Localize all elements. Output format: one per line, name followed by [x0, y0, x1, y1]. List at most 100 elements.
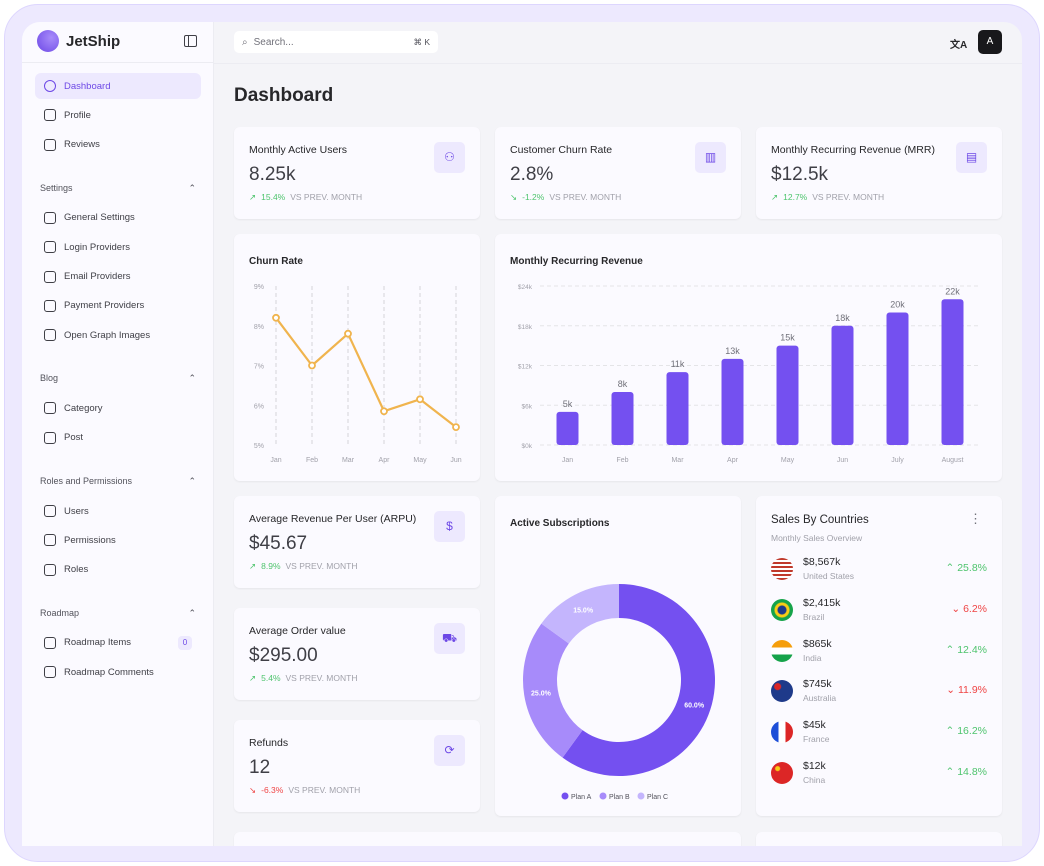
chevron-up-icon: ⌃: [945, 643, 955, 656]
legend-label: Plan C: [647, 794, 668, 801]
chevron-up-icon: ⌃: [188, 373, 196, 384]
stat-value: $45.67: [249, 533, 308, 554]
translate-icon[interactable]: 文A: [950, 40, 968, 51]
x-tick-label: July: [891, 457, 904, 464]
brand[interactable]: JetShip: [37, 30, 120, 52]
y-tick-label: $0k: [522, 443, 533, 450]
y-tick-label: $6k: [522, 403, 533, 410]
gear-icon: [44, 211, 56, 224]
bar[interactable]: [666, 372, 689, 445]
sidebar-item-users[interactable]: Users: [35, 498, 201, 524]
stat-value: $12.5k: [771, 164, 829, 185]
donut-slice[interactable]: [523, 623, 583, 758]
sidebar-item-label: Dashboard: [64, 80, 111, 92]
stat-value: 8.25k: [249, 164, 296, 185]
lock-icon: [44, 534, 56, 547]
country-pct: 16.2%: [957, 725, 987, 738]
y-tick-label: $18k: [518, 324, 533, 331]
bar-label: 18k: [835, 313, 850, 323]
bar[interactable]: [776, 345, 799, 445]
wallet-icon: [44, 299, 56, 312]
mrr-bar-chart: $0k $6k $12k $18k $24k 5k Jan 8k Feb 11k Mar 13k Apr…: [518, 284, 980, 464]
country-name: United States: [803, 571, 855, 581]
donut-slice[interactable]: [562, 584, 715, 776]
data-point[interactable]: [344, 329, 352, 338]
bar-label: 15k: [780, 333, 795, 343]
sidebar-item-post[interactable]: Post: [35, 425, 201, 451]
sidebar-item-reviews[interactable]: Reviews: [35, 132, 201, 158]
trend-up-icon: ↗: [249, 561, 257, 571]
sidebar-section-2[interactable]: Roles and Permissions ⌃: [40, 476, 196, 487]
country-row: $865k India ⌃ 12.4%: [771, 638, 987, 668]
country-amount: $745k: [803, 678, 832, 691]
bar-label: 8k: [618, 379, 628, 389]
flag-brazil-icon: [771, 598, 793, 621]
data-point[interactable]: [416, 395, 424, 404]
avatar[interactable]: A: [978, 30, 1002, 54]
gauge-icon: [44, 80, 56, 92]
y-tick-label: $24k: [518, 284, 533, 291]
user-icon: [44, 109, 56, 122]
trend-down-icon: ↘: [510, 192, 518, 202]
sidebar-item-open-graph-images[interactable]: Open Graph Images: [35, 322, 201, 348]
sidebar-item-roles[interactable]: Roles: [35, 557, 201, 583]
bar[interactable]: [556, 411, 579, 445]
bar[interactable]: [941, 299, 964, 445]
bar[interactable]: [886, 312, 909, 446]
country-change: ⌄ 11.9%: [946, 684, 987, 696]
donut-slice[interactable]: [541, 584, 619, 644]
sidebar-item-general-settings[interactable]: General Settings: [35, 205, 201, 231]
sidebar-item-roadmap-items[interactable]: Roadmap Items 0: [35, 630, 201, 656]
stat-value: 2.8%: [510, 164, 554, 185]
data-point[interactable]: [452, 423, 460, 432]
chevron-up-icon: ⌃: [188, 476, 196, 486]
country-pct: 25.8%: [957, 562, 987, 574]
chevron-up-icon: ⌃: [188, 607, 196, 618]
x-tick-label: Jun: [450, 457, 461, 464]
stat-title: Customer Churn Rate: [510, 144, 613, 156]
stat-delta: 15.4%: [261, 192, 286, 202]
data-point[interactable]: [308, 361, 316, 370]
data-point[interactable]: [380, 407, 388, 416]
sidebar-section-3[interactable]: Roadmap ⌃: [40, 608, 196, 619]
x-tick-label: August: [942, 457, 964, 464]
sidebar-section-1[interactable]: Blog ⌃: [40, 373, 196, 384]
sidebar-item-email-providers[interactable]: Email Providers: [35, 264, 201, 290]
stat-card: Average Order value $295.00 ↗ 5.4% VS PREV…: [234, 608, 480, 700]
section-title: Blog: [40, 373, 59, 384]
bar[interactable]: [611, 392, 634, 445]
stat-compare-label: VS PREV. MONTH: [288, 785, 361, 795]
search-shortcut: ⌘ K: [413, 36, 430, 47]
sidebar-item-login-providers[interactable]: Login Providers: [35, 234, 201, 260]
sidebar-item-permissions[interactable]: Permissions: [35, 527, 201, 553]
sidebar-item-roadmap-comments[interactable]: Roadmap Comments: [35, 659, 201, 685]
legend-swatch: [561, 792, 569, 800]
country-amount: $12k: [803, 760, 826, 772]
sidebar-toggle-icon[interactable]: [184, 35, 197, 47]
sidebar-item-label: Payment Providers: [64, 300, 145, 312]
country-row: $12k China ⌃ 14.8%: [771, 760, 987, 790]
chevron-up-icon: ⌃: [188, 182, 196, 193]
sidebar-item-category[interactable]: Category: [35, 395, 201, 421]
topbar: ⌕ Search... ⌘ K 文A A: [214, 22, 1022, 64]
country-row: $8,567k United States ⌃ 25.8%: [771, 556, 987, 586]
bar[interactable]: [831, 325, 854, 445]
x-tick-label: Feb: [306, 457, 318, 464]
bar-label: 5k: [563, 399, 573, 409]
stat-delta: 5.4%: [261, 673, 281, 683]
slice-label: 15.0%: [573, 608, 594, 615]
x-tick-label: Feb: [616, 457, 628, 464]
subscriptions-donut-chart: 60.0% 25.0% 15.0% Plan A Plan B Plan C: [523, 584, 715, 801]
sidebar-item-dashboard[interactable]: Dashboard: [35, 73, 201, 99]
search-input[interactable]: ⌕ Search... ⌘ K: [234, 31, 438, 53]
server-icon: [44, 666, 56, 679]
bar[interactable]: [721, 358, 744, 445]
country-amount: $2,415k: [803, 596, 841, 609]
sidebar-section-0[interactable]: Settings ⌃: [40, 183, 196, 194]
section-title: Roadmap: [40, 607, 80, 618]
sales-title: Sales By Countries: [771, 514, 869, 526]
sidebar-item-profile[interactable]: Profile: [35, 102, 201, 128]
data-point[interactable]: [272, 313, 280, 322]
more-options-icon[interactable]: ⋮: [969, 511, 982, 526]
sidebar-item-payment-providers[interactable]: Payment Providers: [35, 293, 201, 319]
